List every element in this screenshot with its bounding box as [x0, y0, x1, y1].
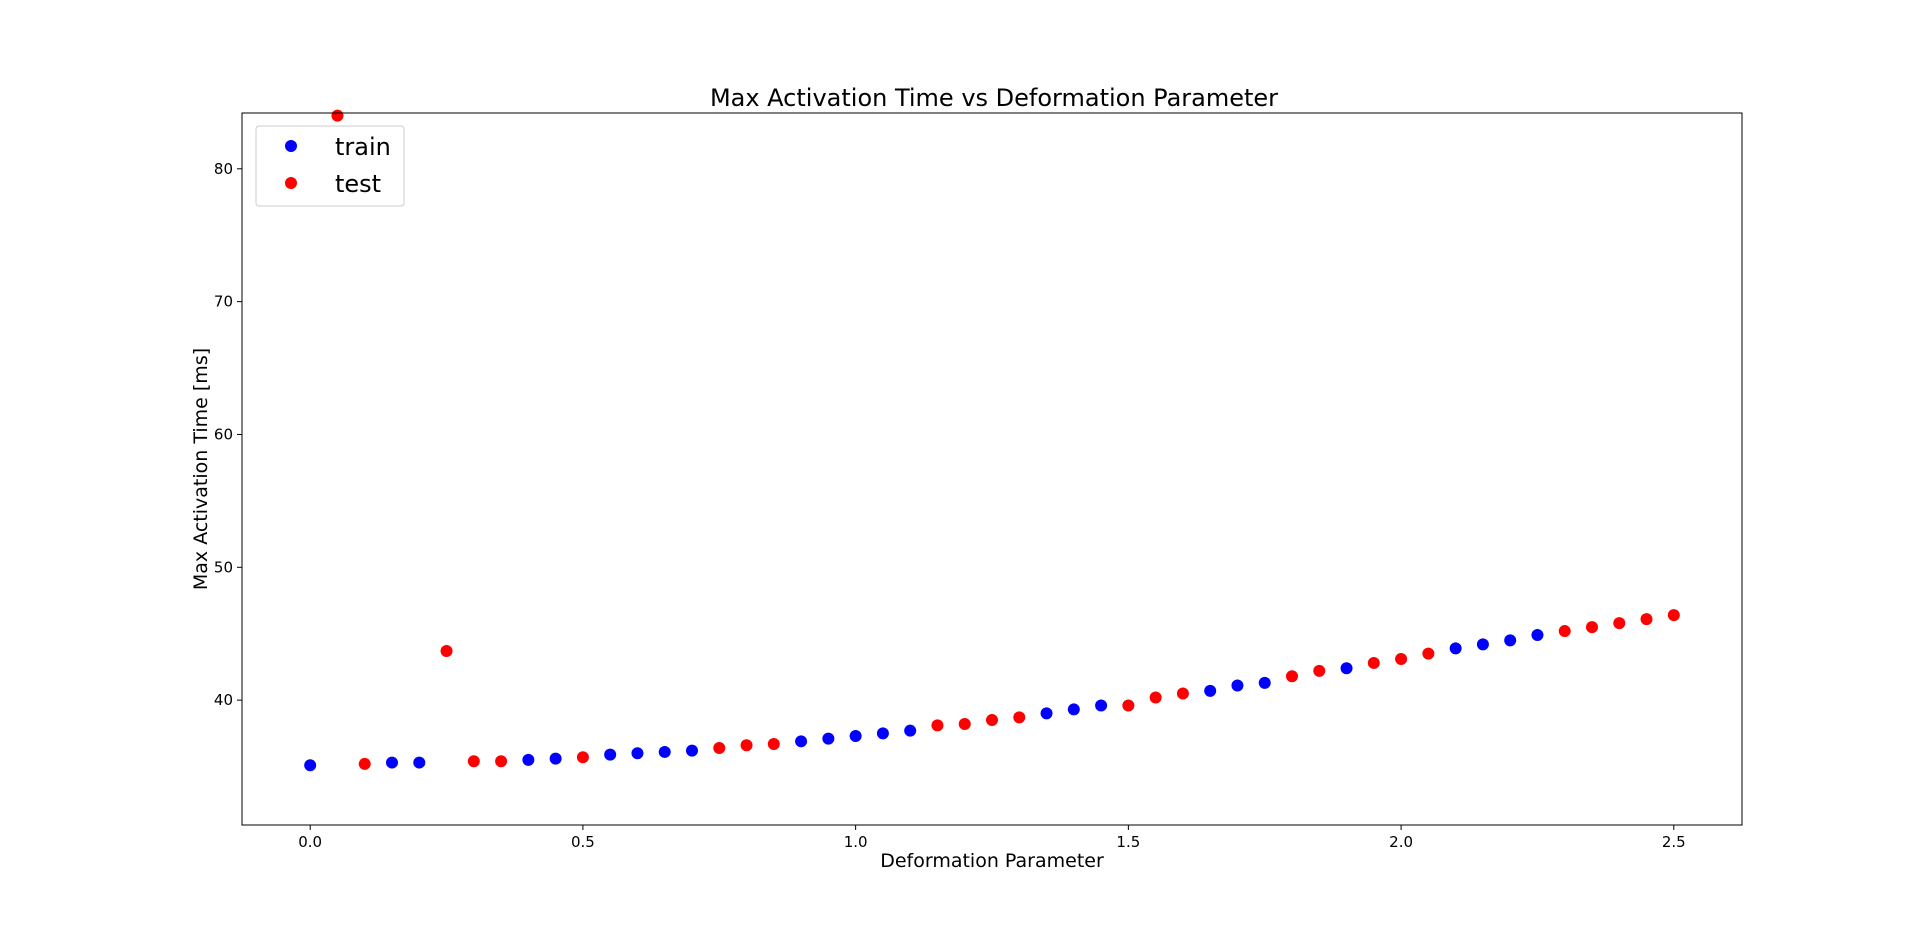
train-data-point — [1531, 629, 1544, 642]
x-tick-label: 0.0 — [298, 833, 322, 851]
test-data-point — [1286, 670, 1298, 683]
train-data-point — [631, 747, 644, 760]
train-data-point — [386, 756, 398, 769]
test-data-point — [931, 719, 944, 732]
y-tick-label: 40 — [214, 691, 233, 709]
train-data-point — [876, 727, 889, 740]
test-data-point — [1586, 621, 1598, 634]
test-data-point — [958, 718, 971, 731]
test-data-point — [1640, 613, 1653, 626]
y-tick-label: 70 — [214, 293, 233, 311]
test-data-point — [358, 757, 371, 770]
x-tick-label: 1.5 — [1116, 833, 1140, 851]
train-data-point — [304, 759, 317, 772]
train-data-point — [1095, 699, 1108, 712]
test-data-point — [1149, 691, 1162, 704]
plot-area — [242, 113, 1742, 825]
test-data-point — [1422, 647, 1435, 660]
train-data-point — [1449, 642, 1462, 655]
train-data-point — [1258, 676, 1271, 689]
test-data-point — [740, 739, 753, 752]
train-data-point — [1504, 634, 1517, 647]
test-data-point — [495, 755, 508, 768]
legend: train test — [255, 125, 405, 207]
x-axis-label: Deformation Parameter — [880, 850, 1104, 872]
train-data-point — [795, 735, 808, 748]
x-tick-label: 2.5 — [1662, 833, 1686, 851]
train-data-point — [822, 732, 835, 745]
train-data-point — [522, 753, 535, 766]
x-tick-label: 1.0 — [844, 833, 868, 851]
train-data-point — [549, 752, 562, 765]
plot-frame — [241, 112, 1743, 826]
test-data-point — [1313, 664, 1326, 677]
test-data-point — [440, 644, 453, 657]
test-data-point — [767, 737, 780, 750]
train-data-point — [1231, 679, 1244, 692]
x-axis-ticks: 0.0 0.5 1.0 1.5 2.0 2.5 — [298, 825, 1686, 851]
legend-label-test: test — [335, 170, 381, 198]
y-tick-label: 80 — [214, 160, 233, 178]
test-data-point — [1558, 625, 1571, 638]
train-data-point — [904, 724, 917, 737]
x-tick-label: 0.5 — [571, 833, 595, 851]
chart-title: Max Activation Time vs Deformation Param… — [710, 84, 1278, 112]
test-data-point — [467, 755, 480, 768]
train-data-point — [413, 756, 426, 769]
series-train — [304, 629, 1544, 772]
train-data-point — [1040, 707, 1053, 720]
train-data-point — [604, 748, 617, 761]
test-data-point — [1395, 652, 1408, 665]
train-data-point — [1067, 703, 1080, 716]
train-data-point — [1204, 684, 1217, 697]
legend-marker-train — [285, 140, 297, 152]
test-data-point — [1122, 699, 1135, 712]
legend-label-train: train — [335, 133, 391, 161]
test-data-point — [1367, 656, 1380, 669]
test-data-point — [1013, 711, 1026, 724]
test-data-point — [1176, 687, 1189, 700]
y-tick-label: 50 — [214, 558, 233, 576]
legend-marker-test — [285, 177, 297, 189]
test-data-point — [986, 714, 998, 727]
y-axis-label: Max Activation Time [ms] — [190, 348, 212, 590]
test-data-point — [576, 751, 589, 764]
y-tick-label: 60 — [214, 425, 233, 443]
test-data-point — [1667, 609, 1680, 622]
train-data-point — [686, 744, 698, 757]
y-axis-ticks: 40 50 60 70 80 — [214, 160, 242, 709]
x-tick-label: 2.0 — [1389, 833, 1413, 851]
train-data-point — [849, 730, 862, 742]
test-data-point — [331, 109, 344, 122]
data-points — [304, 109, 1680, 772]
train-data-point — [658, 745, 671, 758]
series-test — [331, 109, 1680, 770]
train-data-point — [1476, 638, 1489, 651]
train-data-point — [1340, 662, 1353, 675]
test-data-point — [713, 741, 726, 754]
test-data-point — [1613, 617, 1626, 630]
